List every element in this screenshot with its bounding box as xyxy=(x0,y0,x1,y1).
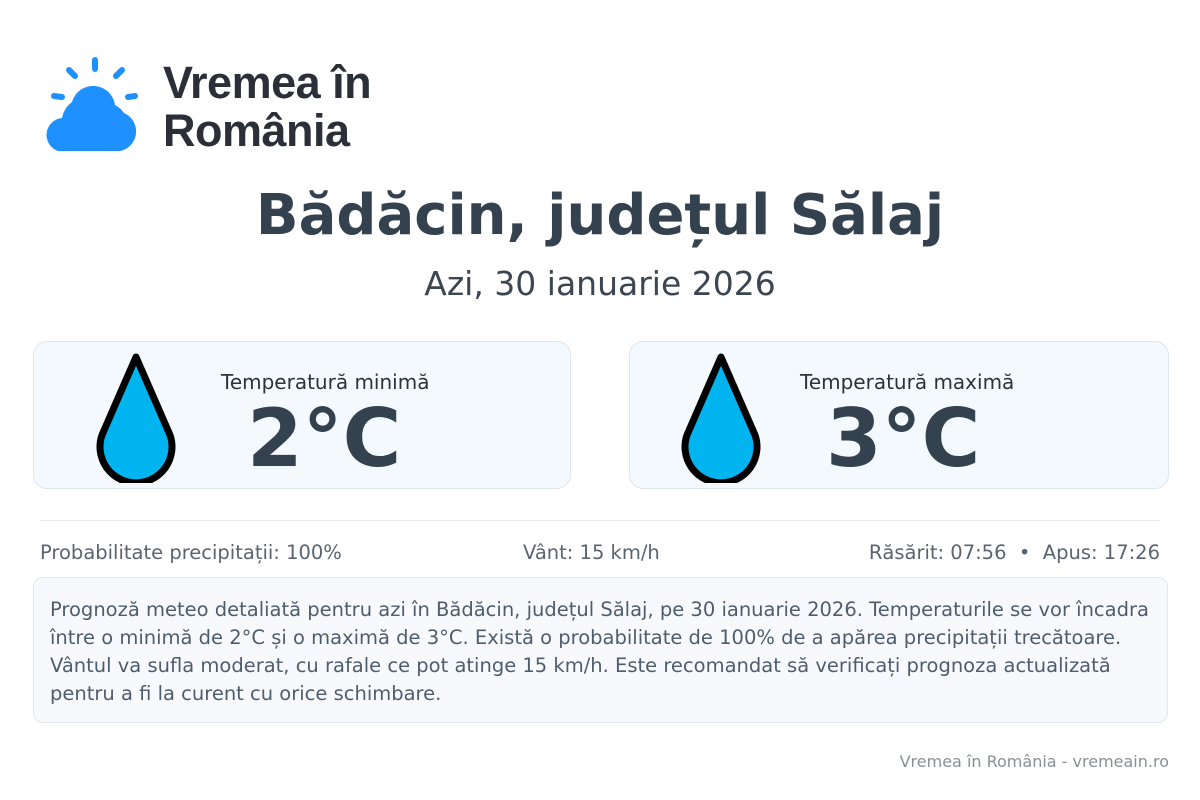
sun-times-stat: Răsărit: 07:56 • Apus: 17:26 xyxy=(868,541,1160,564)
footer-credit[interactable]: Vremea în România - vremeain.ro xyxy=(899,752,1169,771)
brand-logo[interactable]: Vremea în România xyxy=(38,55,372,155)
brand-line1: Vremea în xyxy=(163,57,372,108)
divider xyxy=(40,520,1160,521)
max-temp-label: Temperatură maximă xyxy=(800,370,1015,394)
wind-stat: Vânt: 15 km/h xyxy=(523,541,660,564)
forecast-description: Prognoză meteo detaliată pentru azi în B… xyxy=(33,577,1168,723)
sun-behind-cloud-icon xyxy=(46,57,138,151)
max-temp-card: Temperatură maximă 3°C xyxy=(629,341,1169,489)
water-drop-icon xyxy=(681,353,761,483)
water-drop-icon xyxy=(96,353,176,483)
min-temp-card: Temperatură minimă 2°C xyxy=(33,341,571,489)
max-temp-value: 3°C xyxy=(826,392,981,485)
precipitation-stat: Probabilitate precipitații: 100% xyxy=(40,541,342,564)
brand-line2: România xyxy=(163,105,350,156)
min-temp-value: 2°C xyxy=(247,392,402,485)
brand-name: Vremea în România xyxy=(163,57,372,156)
page-title: Bădăcin, județul Sălaj xyxy=(255,183,945,248)
min-temp-label: Temperatură minimă xyxy=(221,370,430,394)
page-date: Azi, 30 ianuarie 2026 xyxy=(424,264,776,303)
